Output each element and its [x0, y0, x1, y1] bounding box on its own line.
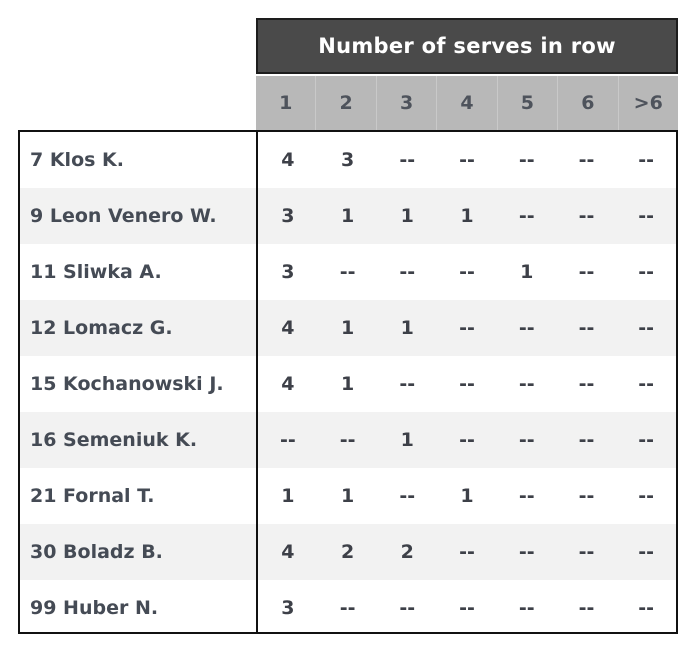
- value-cell: --: [399, 373, 416, 395]
- table-row: 30 Boladz B. 4 2 2 -- -- -- --: [20, 524, 676, 580]
- value-cell: --: [638, 149, 655, 171]
- value-cell: --: [638, 205, 655, 227]
- table-row: 15 Kochanowski J. 4 1 -- -- -- -- --: [20, 356, 676, 412]
- value-cell: --: [339, 429, 356, 451]
- column-header-6: 6: [557, 76, 617, 130]
- value-cell: 1: [340, 373, 355, 395]
- value-cell: 1: [340, 205, 355, 227]
- value-cell: --: [399, 485, 416, 507]
- player-name: 99 Huber N.: [30, 597, 159, 619]
- value-cell: --: [638, 429, 655, 451]
- value-cell: 3: [340, 149, 355, 171]
- value-cell: --: [518, 373, 535, 395]
- value-cell: --: [638, 373, 655, 395]
- value-cell: 4: [281, 541, 295, 563]
- value-cell: --: [339, 261, 356, 283]
- value-cell: 4: [281, 149, 295, 171]
- value-cell: --: [459, 373, 475, 395]
- value-cell: --: [518, 149, 535, 171]
- player-name: 7 Klos K.: [30, 149, 124, 171]
- value-cell: --: [518, 205, 535, 227]
- value-cell: --: [578, 429, 595, 451]
- value-cell: 3: [281, 205, 295, 227]
- value-cell: --: [578, 205, 595, 227]
- value-cell: 1: [400, 205, 414, 227]
- value-cell: --: [578, 373, 595, 395]
- player-name: 21 Fornal T.: [30, 485, 155, 507]
- value-cell: 4: [281, 317, 295, 339]
- table-row: 9 Leon Venero W. 3 1 1 1 -- -- --: [20, 188, 676, 244]
- value-cell: --: [399, 597, 416, 619]
- table-title: Number of serves in row: [256, 18, 678, 74]
- column-header-4: 4: [436, 76, 496, 130]
- value-cell: --: [578, 597, 595, 619]
- serves-table: 7 Klos K. 4 3 -- -- -- -- -- 9 Leon Vene…: [18, 130, 678, 634]
- player-name: 9 Leon Venero W.: [30, 205, 217, 227]
- value-cell: 4: [281, 373, 295, 395]
- value-cell: 2: [340, 541, 355, 563]
- player-name: 15 Kochanowski J.: [30, 373, 224, 395]
- player-name: 16 Semeniuk K.: [30, 429, 198, 451]
- column-header-row: 1 2 3 4 5 6 >6: [256, 76, 678, 130]
- column-header-3: 3: [375, 76, 436, 130]
- table-row: 11 Sliwka A. 3 -- -- -- 1 -- --: [20, 244, 676, 300]
- value-cell: 3: [281, 261, 295, 283]
- value-cell: --: [518, 429, 535, 451]
- value-cell: --: [459, 261, 475, 283]
- value-cell: --: [518, 317, 535, 339]
- value-cell: --: [279, 429, 296, 451]
- value-cell: --: [638, 485, 655, 507]
- player-name: 12 Lomacz G.: [30, 317, 173, 339]
- value-cell: 1: [460, 485, 474, 507]
- column-header-5: 5: [496, 76, 557, 130]
- column-divider: [256, 132, 258, 632]
- value-cell: --: [638, 317, 655, 339]
- value-cell: 1: [400, 317, 414, 339]
- value-cell: --: [578, 541, 595, 563]
- value-cell: 1: [520, 261, 534, 283]
- value-cell: --: [518, 597, 535, 619]
- value-cell: --: [459, 317, 475, 339]
- table-row: 21 Fornal T. 1 1 -- 1 -- -- --: [20, 468, 676, 524]
- value-cell: --: [459, 597, 475, 619]
- value-cell: 1: [400, 429, 414, 451]
- player-name: 30 Boladz B.: [30, 541, 163, 563]
- column-header-more-than-6: >6: [617, 76, 678, 130]
- value-cell: --: [578, 149, 595, 171]
- value-cell: 1: [340, 485, 355, 507]
- column-header-1: 1: [279, 92, 293, 114]
- value-cell: 2: [400, 541, 414, 563]
- value-cell: --: [399, 149, 416, 171]
- value-cell: 1: [460, 205, 474, 227]
- value-cell: --: [518, 541, 535, 563]
- value-cell: --: [459, 541, 475, 563]
- value-cell: --: [578, 317, 595, 339]
- value-cell: --: [638, 261, 655, 283]
- value-cell: --: [638, 541, 655, 563]
- value-cell: --: [339, 597, 356, 619]
- table-row: 12 Lomacz G. 4 1 1 -- -- -- --: [20, 300, 676, 356]
- player-name: 11 Sliwka A.: [30, 261, 162, 283]
- table-row: 7 Klos K. 4 3 -- -- -- -- --: [20, 132, 676, 188]
- value-cell: --: [518, 485, 535, 507]
- value-cell: 3: [281, 597, 295, 619]
- column-header-2: 2: [315, 76, 375, 130]
- value-cell: --: [399, 261, 416, 283]
- value-cell: --: [638, 597, 655, 619]
- value-cell: --: [459, 429, 475, 451]
- table-row: 99 Huber N. 3 -- -- -- -- -- --: [20, 580, 676, 636]
- table-row: 16 Semeniuk K. -- -- 1 -- -- -- --: [20, 412, 676, 468]
- value-cell: 1: [340, 317, 355, 339]
- value-cell: 1: [281, 485, 295, 507]
- value-cell: --: [578, 485, 595, 507]
- value-cell: --: [578, 261, 595, 283]
- value-cell: --: [459, 149, 475, 171]
